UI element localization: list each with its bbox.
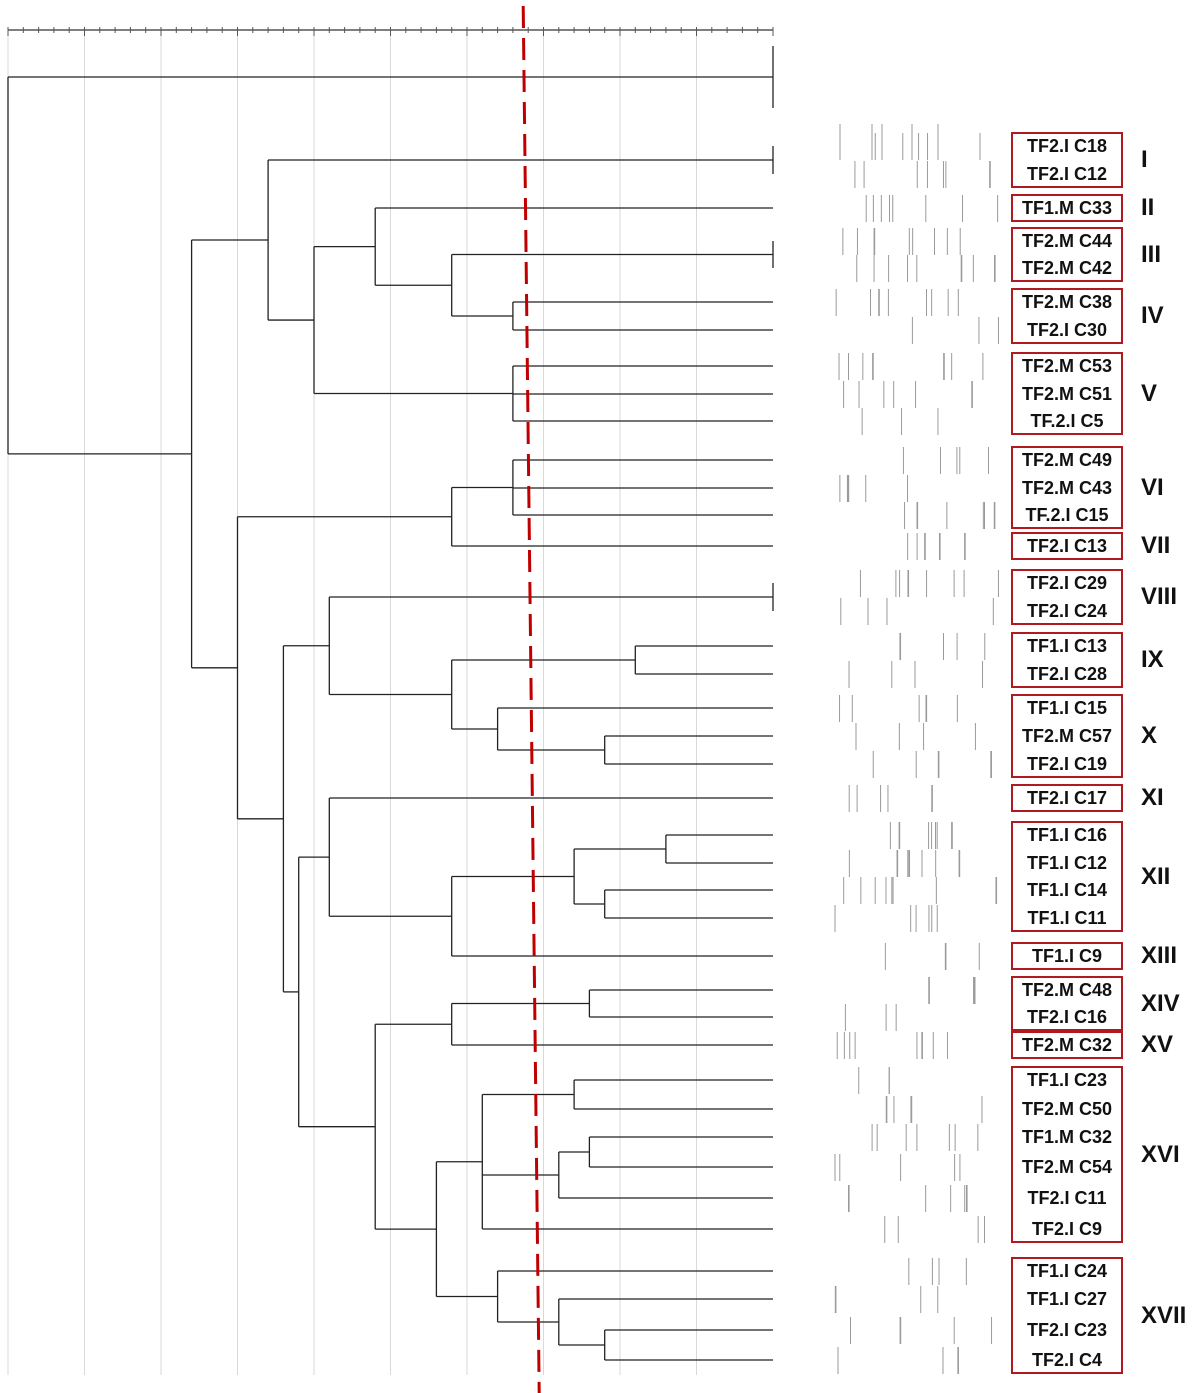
strain-label: TF1.I C11 xyxy=(1027,908,1107,928)
cluster-numeral: X xyxy=(1141,722,1158,749)
cluster-box xyxy=(1011,532,1123,560)
cluster-box xyxy=(1011,227,1123,282)
strain-label: TF2.I C28 xyxy=(1026,664,1108,684)
strain-label: TF.2.I C15 xyxy=(1025,505,1109,525)
strain-label: TF1.I C16 xyxy=(1026,825,1108,845)
cluster-box xyxy=(1011,1031,1123,1059)
strain-label: TF1.M C32 xyxy=(1021,1127,1113,1147)
cluster-numeral: II xyxy=(1141,194,1155,221)
cluster-box xyxy=(1011,1066,1123,1243)
cluster-box xyxy=(1011,132,1123,188)
strain-label: TF2.M C42 xyxy=(1021,258,1113,278)
strain-label: TF2.I C4 xyxy=(1031,1350,1102,1370)
cluster-box xyxy=(1011,694,1123,778)
cluster-box xyxy=(1011,446,1123,529)
cluster-box xyxy=(1011,194,1123,222)
cluster-numeral: XI xyxy=(1141,784,1164,811)
strain-label: TF1.I C24 xyxy=(1026,1261,1108,1281)
strain-label: TF1.M C33 xyxy=(1021,198,1113,218)
cluster-box xyxy=(1011,976,1123,1031)
cluster-numeral: VI xyxy=(1141,473,1164,501)
cluster-numeral: V xyxy=(1141,379,1158,407)
cluster-numeral: XIV xyxy=(1141,989,1180,1017)
cluster-numeral: XVII xyxy=(1141,1301,1187,1329)
strain-label: TF2.I C30 xyxy=(1026,320,1108,340)
strain-label: TF2.M C38 xyxy=(1021,292,1113,312)
cluster-numeral: IV xyxy=(1141,302,1164,329)
cluster-box xyxy=(1011,821,1123,932)
cluster-numeral: IX xyxy=(1141,646,1164,673)
cluster-box xyxy=(1011,569,1123,625)
strain-label: TF2.I C18 xyxy=(1026,136,1108,156)
strain-label: TF2.M C51 xyxy=(1021,384,1113,404)
strain-label: TF2.M C44 xyxy=(1021,231,1113,251)
strain-label: TF2.M C57 xyxy=(1021,726,1113,746)
strain-label: TF2.M C54 xyxy=(1021,1157,1113,1177)
cluster-box xyxy=(1011,288,1123,344)
strain-label: TF2.I C23 xyxy=(1026,1320,1108,1340)
cluster-numeral: VIII xyxy=(1141,583,1178,610)
cutoff-line xyxy=(521,5,541,1393)
cluster-numeral: VII xyxy=(1141,532,1171,559)
strain-label: TF2.M C50 xyxy=(1021,1099,1113,1119)
cluster-box xyxy=(1011,942,1123,970)
strain-label: TF2.I C16 xyxy=(1026,1007,1108,1027)
strain-label: TF2.M C53 xyxy=(1021,356,1113,376)
cluster-numeral: I xyxy=(1141,146,1148,173)
strain-label: TF1.I C13 xyxy=(1026,636,1108,656)
cluster-numeral: XVI xyxy=(1141,1140,1180,1168)
strain-label: TF2.I C29 xyxy=(1026,573,1108,593)
strain-label: TF2.I C24 xyxy=(1026,601,1108,621)
strain-label: TF1.I C9 xyxy=(1031,946,1102,966)
strain-label: TF2.I C17 xyxy=(1026,788,1108,808)
strain-label: TF2.I C11 xyxy=(1027,1188,1107,1208)
cluster-numeral: XV xyxy=(1141,1031,1174,1058)
cluster-numeral: III xyxy=(1141,240,1162,268)
cluster-box xyxy=(1011,1257,1123,1374)
strain-label: TF1.I C27 xyxy=(1026,1289,1108,1309)
strain-label: TF2.M C32 xyxy=(1021,1035,1113,1055)
strain-label: TF2.I C9 xyxy=(1031,1219,1102,1239)
strain-label: TF1.I C23 xyxy=(1026,1070,1108,1090)
strain-label: TF2.M C48 xyxy=(1021,980,1113,1000)
strain-label: TF2.M C43 xyxy=(1021,478,1113,498)
cluster-box xyxy=(1011,632,1123,688)
strain-label: TF1.I C12 xyxy=(1026,853,1108,873)
strain-label: TF.2.I C5 xyxy=(1030,411,1104,431)
cluster-box xyxy=(1011,784,1123,812)
cluster-box xyxy=(1011,352,1123,435)
strain-label: TF2.I C19 xyxy=(1026,754,1108,774)
strain-label: TF1.I C14 xyxy=(1026,880,1108,900)
strain-label: TF2.I C12 xyxy=(1026,164,1108,184)
cluster-numeral: XIII xyxy=(1141,942,1178,969)
strain-label: TF2.M C49 xyxy=(1021,450,1113,470)
strain-label: TF1.I C15 xyxy=(1026,698,1108,718)
strain-label: TF2.I C13 xyxy=(1026,536,1108,556)
cluster-numeral: XII xyxy=(1141,862,1171,890)
